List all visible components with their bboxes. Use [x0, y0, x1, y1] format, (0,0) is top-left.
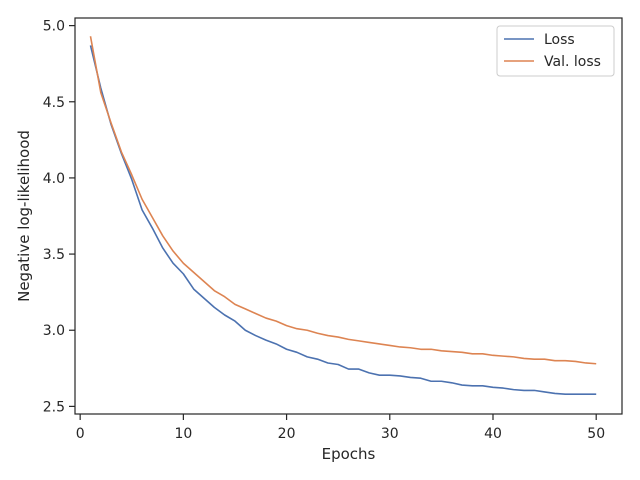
plot-area	[89, 36, 597, 396]
x-tick-label: 0	[76, 426, 85, 442]
legend-label-val-loss: Val. loss	[544, 54, 601, 70]
x-tick-label: 30	[381, 426, 399, 442]
x-tick-label: 40	[484, 426, 502, 442]
axes-frame	[74, 17, 623, 415]
series-line-loss	[89, 45, 597, 396]
x-tick-label: 50	[587, 426, 605, 442]
y-tick-label: 3.5	[43, 247, 65, 263]
y-tick-label: 4.0	[43, 171, 65, 187]
legend-label-loss: Loss	[544, 32, 575, 48]
x-axis-ticks: 0 10 20 30 40 50	[76, 414, 605, 442]
y-tick-label: 4.5	[43, 95, 65, 111]
x-tick-label: 10	[174, 426, 192, 442]
y-tick-label: 5.0	[43, 19, 65, 35]
series-line-val-loss	[89, 36, 597, 365]
x-axis-label: Epochs	[322, 445, 376, 463]
x-tick-label: 20	[278, 426, 296, 442]
legend: Loss Val. loss	[496, 25, 615, 77]
y-axis-label: Negative log-likelihood	[15, 130, 33, 302]
y-tick-label: 3.0	[43, 323, 65, 339]
y-axis-ticks: 2.5 3.0 3.5 4.0 4.5 5.0	[43, 19, 75, 415]
y-tick-label: 2.5	[43, 399, 65, 415]
